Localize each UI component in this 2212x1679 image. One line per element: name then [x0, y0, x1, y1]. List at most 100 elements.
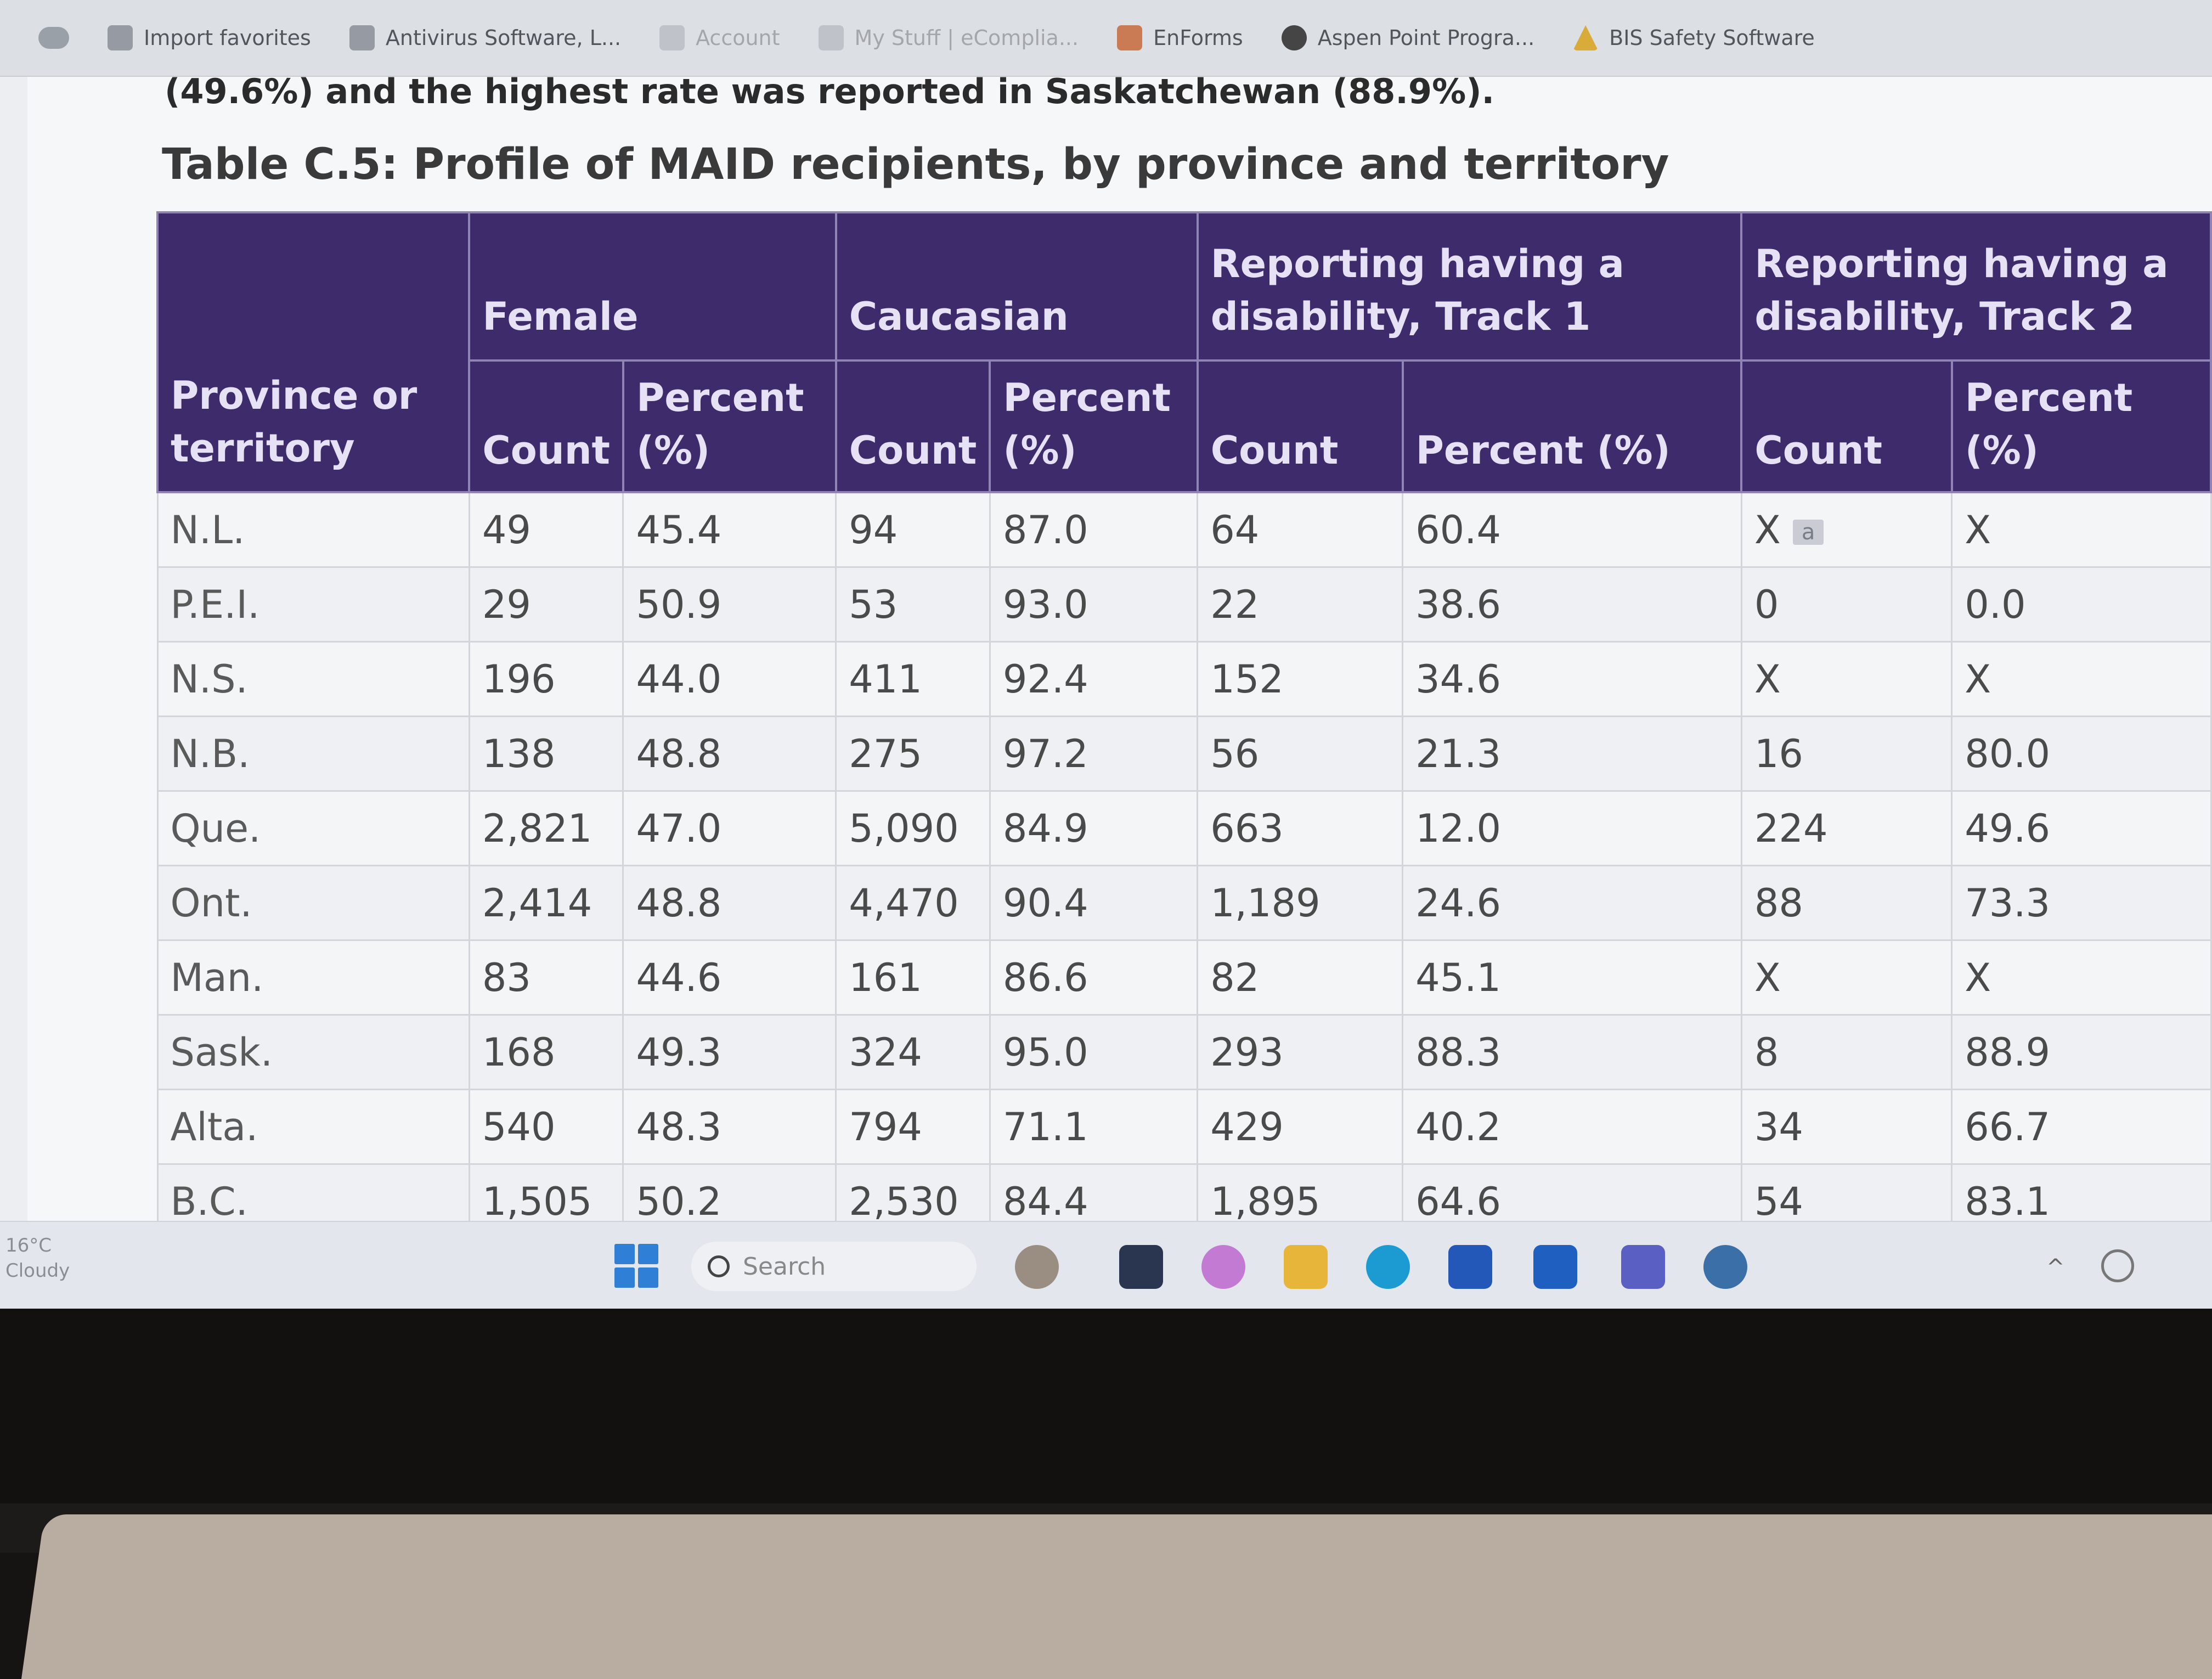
cell-value: 152	[1210, 656, 1284, 702]
header-percent: Percent (%)	[989, 359, 1199, 493]
cell-value: 88	[1754, 880, 1803, 926]
aspen-icon	[1281, 25, 1307, 50]
fav-antivirus[interactable]: Antivirus Software, L...	[349, 25, 621, 50]
cell-caucasian-count: 4,470	[835, 865, 991, 941]
teams-icon[interactable]	[1621, 1245, 1665, 1289]
cell-value: 53	[849, 582, 898, 627]
folder-icon[interactable]	[1284, 1245, 1328, 1289]
import-icon	[108, 25, 133, 50]
fav-account[interactable]: Account	[659, 25, 780, 50]
cell-value: 83.1	[1965, 1179, 2051, 1224]
cell-track2-percent: 80.0	[1951, 715, 2212, 792]
cell-caucasian-count: 53	[835, 566, 991, 643]
cell-province: Sask.	[156, 1014, 470, 1090]
cell-caucasian-count: 94	[835, 491, 991, 568]
cell-track1-count: 152	[1197, 641, 1404, 717]
taskbar-search[interactable]: Search	[691, 1242, 977, 1291]
cell-track2-percent: 66.7	[1951, 1089, 2212, 1165]
header-disability-track1: Reporting having a disability, Track 1	[1196, 211, 1743, 362]
cell-value: 293	[1210, 1029, 1284, 1075]
cell-track2-percent: 0.0	[1951, 566, 2212, 643]
chevron-up-icon[interactable]: ^	[2046, 1255, 2065, 1280]
cell-value: 49	[482, 507, 531, 553]
fav-label: Aspen Point Progra...	[1317, 26, 1535, 50]
l-app-icon[interactable]	[1533, 1245, 1577, 1289]
fav-my-stuff[interactable]: My Stuff | eComplia...	[818, 25, 1079, 50]
cell-caucasian-count: 794	[835, 1089, 991, 1165]
cell-track2-count: 8	[1740, 1014, 1953, 1090]
cell-value: 168	[482, 1029, 556, 1075]
laptop-deck	[21, 1514, 2212, 1679]
cell-caucasian-percent: 92.4	[989, 641, 1199, 717]
cell-value: 54	[1754, 1179, 1803, 1224]
cell-value: 93.0	[1002, 582, 1088, 627]
cell-female-percent: 47.0	[622, 790, 837, 866]
cell-value: 1,189	[1210, 880, 1321, 926]
cell-female-percent: 44.6	[622, 939, 837, 1016]
cell-value: 34	[1754, 1104, 1803, 1150]
cell-female-percent: 49.3	[622, 1014, 837, 1090]
laptop-screen: Import favorites Antivirus Software, L..…	[0, 0, 2212, 1309]
footnote-superscript[interactable]: a	[1792, 520, 1824, 545]
cell-value: 50.9	[636, 582, 722, 627]
fav-label: Import favorites	[144, 26, 311, 50]
cell-province: P.E.I.	[156, 566, 470, 643]
windows-start-icon[interactable]	[614, 1244, 658, 1288]
cell-caucasian-count: 324	[835, 1014, 991, 1090]
fav-bis[interactable]: BIS Safety Software	[1573, 25, 1815, 50]
cell-value: 84.9	[1002, 805, 1088, 851]
cell-value: 50.2	[636, 1179, 722, 1224]
shield-icon	[349, 25, 375, 50]
fav-enforms[interactable]: EnForms	[1117, 25, 1243, 50]
fav-label: Antivirus Software, L...	[385, 26, 622, 50]
table-row: Man. 83 44.6 161 86.6 82 45.1 X X	[156, 939, 2212, 1016]
copilot-icon[interactable]	[1201, 1245, 1245, 1289]
cell-value: 64.6	[1415, 1179, 1501, 1224]
file-explorer-icon[interactable]	[1119, 1245, 1163, 1289]
cell-value: X	[1965, 656, 1991, 702]
cell-female-count: 2,414	[468, 865, 624, 941]
laptop-bezel	[0, 1309, 2212, 1539]
cell-value: 82	[1210, 955, 1260, 1000]
widgets-icon[interactable]	[1015, 1245, 1059, 1289]
cell-value: 56	[1210, 731, 1260, 776]
cell-track1-percent: 45.1	[1402, 939, 1742, 1016]
cell-province: Man.	[156, 939, 470, 1016]
cell-province: N.B.	[156, 715, 470, 792]
favorites-menu-icon[interactable]	[38, 27, 69, 49]
cell-track1-percent: 40.2	[1402, 1089, 1742, 1165]
cell-value: 48.8	[636, 880, 722, 926]
cell-value: 95.0	[1002, 1029, 1088, 1075]
cell-value: 16	[1754, 731, 1803, 776]
fav-aspen[interactable]: Aspen Point Progra...	[1281, 25, 1535, 50]
store-icon[interactable]	[1448, 1245, 1492, 1289]
cell-value: 275	[849, 731, 922, 776]
header-count: Count	[1740, 359, 1953, 493]
table-row: Alta. 540 48.3 794 71.1 429 40.2 34 66.7	[156, 1089, 2212, 1165]
cloud-icon[interactable]	[1703, 1245, 1747, 1289]
cell-value: 29	[482, 582, 531, 627]
cell-value: 0	[1754, 582, 1779, 627]
edge-icon[interactable]	[1366, 1245, 1410, 1289]
cell-value: 540	[482, 1104, 556, 1150]
data-table: Province or territory Female Caucasian R…	[156, 211, 2212, 1239]
table-row: P.E.I. 29 50.9 53 93.0 22 38.6 0 0.0	[156, 566, 2212, 643]
network-icon[interactable]	[2101, 1249, 2134, 1282]
document-page: (49.6%) and the highest rate was reporte…	[27, 71, 2212, 1239]
cell-track2-percent: X	[1951, 491, 2212, 568]
weather-widget[interactable]: 16°C Cloudy	[5, 1233, 70, 1283]
cell-track2-count: 224	[1740, 790, 1953, 866]
cell-value: 71.1	[1002, 1104, 1088, 1150]
cell-value: 44.6	[636, 955, 722, 1000]
header-count: Count	[468, 359, 624, 493]
account-icon	[659, 25, 685, 50]
fav-import[interactable]: Import favorites	[108, 25, 311, 50]
cell-value: 97.2	[1002, 731, 1088, 776]
cell-value: 794	[849, 1104, 922, 1150]
cell-value: 12.0	[1415, 805, 1501, 851]
cell-value: X	[1754, 656, 1781, 702]
cell-track2-percent: 88.9	[1951, 1014, 2212, 1090]
cell-track1-count: 429	[1197, 1089, 1404, 1165]
cell-province: Alta.	[156, 1089, 470, 1165]
cell-value: 49.3	[636, 1029, 722, 1075]
